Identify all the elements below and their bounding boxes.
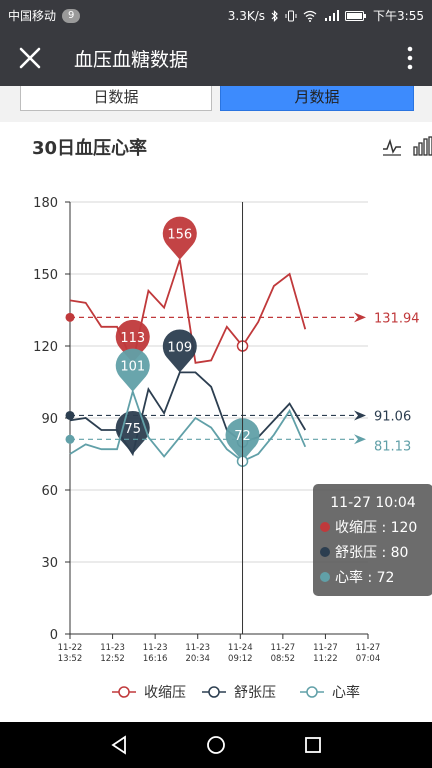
battery-icon (345, 10, 367, 21)
wifi-icon (303, 10, 317, 22)
legend-marker (208, 686, 220, 698)
tooltip-time: 11-27 10:04 (330, 495, 416, 511)
back-icon[interactable] (110, 735, 130, 755)
tooltip-swatch (320, 547, 330, 557)
x-tick-label: 08:52 (271, 654, 296, 664)
average-arrow (354, 312, 366, 323)
app-bar: 血压血糖数据 (0, 30, 432, 86)
average-start-dot (65, 434, 75, 444)
y-tick-label: 30 (41, 556, 58, 571)
x-tick-label: 12:52 (100, 654, 125, 664)
home-icon[interactable] (206, 735, 226, 755)
x-tick-label: 07:04 (356, 654, 381, 664)
more-options-icon[interactable] (406, 44, 414, 72)
x-tick-label: 11-27 (356, 643, 381, 653)
tooltip-swatch (320, 572, 330, 582)
average-arrow (354, 434, 366, 445)
x-tick-label: 11-23 (143, 643, 168, 653)
line-chart-icon[interactable] (382, 138, 402, 156)
x-tick-label: 09:12 (228, 654, 253, 664)
x-tick-label: 11:22 (313, 654, 338, 664)
x-tick-label: 16:16 (143, 654, 168, 664)
average-arrow (354, 410, 366, 421)
chart-card: 0 30 60 90 120 150 180 11-22 13:52 11-23 12:52 11-2… (0, 122, 432, 722)
tooltip-item: 心率 : 72 (335, 569, 394, 586)
chart: 030609012015018011-2213:5211-2312:5211-2… (33, 196, 432, 701)
tooltip-box (313, 484, 432, 596)
y-tick-label: 120 (33, 340, 58, 355)
x-tick-label: 11-27 (313, 643, 338, 653)
y-tick-label: 90 (41, 412, 58, 427)
series-line (69, 388, 307, 463)
pin-max (162, 329, 197, 373)
tooltip: 11-27 10:04 收缩压 : 120 舒张压 : 80 心率 : 72 (313, 484, 432, 596)
tooltip-item: 收缩压 : 120 (335, 520, 417, 536)
average-start-dot (65, 410, 75, 420)
series-line (69, 259, 307, 366)
tab-month-data[interactable]: 月数据 (220, 86, 414, 111)
legend-label: 舒张压 (234, 685, 276, 701)
carrier-label: 中国移动 (8, 9, 57, 23)
x-tick-label: 20:34 (185, 654, 210, 664)
pin-min-label: 75 (124, 422, 141, 437)
pin-max (115, 348, 150, 392)
x-tick-label: 13:52 (58, 654, 83, 664)
legend-label: 收缩压 (144, 685, 186, 701)
recent-apps-icon[interactable] (303, 735, 323, 755)
system-nav-bar (0, 722, 432, 768)
signal-icon (325, 9, 340, 21)
tooltip-swatch (320, 522, 330, 532)
clock: 下午3:55 (373, 9, 424, 23)
y-tick-label: 150 (33, 268, 58, 283)
average-start-dot (65, 312, 75, 322)
vibrate-icon (285, 10, 297, 21)
pin-max-label: 101 (120, 360, 145, 375)
x-tick-label: 11-23 (100, 643, 125, 653)
pin-max-label: 156 (167, 228, 192, 243)
status-bar: 中国移动 9 3.3K/s 下午3:55 (0, 0, 432, 30)
x-tick-label: 11-23 (185, 643, 210, 653)
pin-max (162, 216, 197, 260)
x-tick-label: 11-27 (271, 643, 296, 653)
y-tick-label: 60 (41, 484, 58, 499)
chart-title: 30日血压心率 (32, 138, 148, 159)
series-line (69, 371, 307, 457)
tab-day-data[interactable]: 日数据 (20, 86, 212, 111)
bar-chart-icon[interactable] (413, 136, 432, 156)
average-label: 131.94 (374, 311, 420, 326)
pin-max-label: 109 (167, 340, 192, 355)
bluetooth-icon (271, 9, 278, 22)
close-icon[interactable] (16, 44, 44, 72)
pin-min-label: 113 (120, 331, 145, 346)
average-label: 91.06 (374, 409, 411, 424)
y-tick-label: 0 (50, 628, 58, 643)
x-tick-label: 11-22 (58, 643, 83, 653)
legend-marker (118, 686, 130, 698)
legend-label: 心率 (332, 684, 360, 701)
average-label: 81.13 (374, 439, 411, 454)
x-tick-label: 11-24 (228, 643, 253, 653)
period-tabs: 日数据 月数据 (0, 86, 432, 112)
network-speed: 3.3K/s (227, 8, 266, 23)
legend-marker (306, 686, 318, 698)
y-tick-label: 180 (33, 196, 58, 211)
notification-badge: 9 (62, 8, 81, 23)
tooltip-item: 舒张压 : 80 (335, 545, 408, 561)
page-title: 血压血糖数据 (74, 49, 189, 71)
